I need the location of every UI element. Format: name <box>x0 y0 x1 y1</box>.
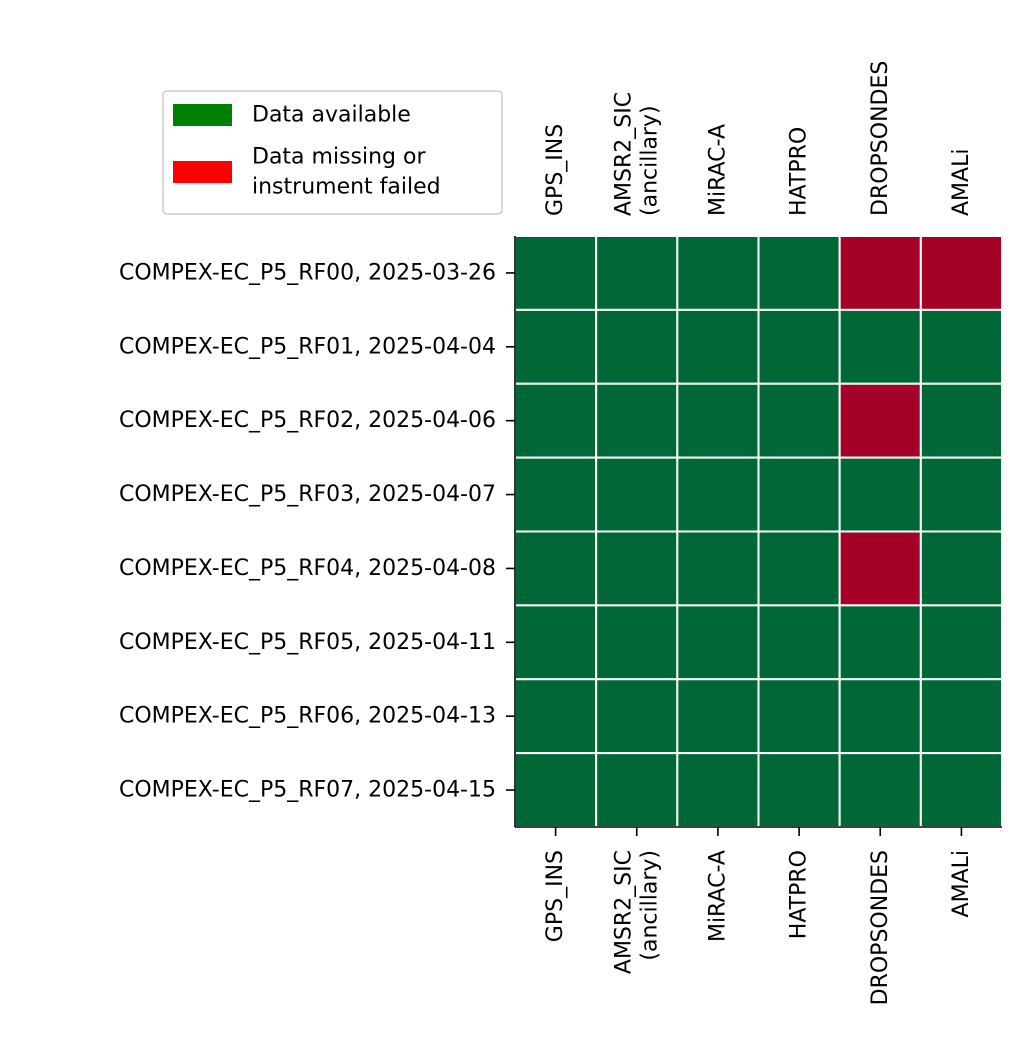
legend-swatch <box>173 104 232 126</box>
heatmap-cell <box>514 235 598 311</box>
column-label-top: AMSR2_SIC(ancillary) <box>611 92 662 216</box>
heatmap-cell <box>514 382 598 459</box>
heatmap-cell <box>514 678 598 755</box>
column-label-top: GPS_INS <box>543 124 568 216</box>
heatmap-cell <box>757 235 841 311</box>
row-label: COMPEX-EC_P5_RF01, 2025-04-04 <box>119 334 496 359</box>
column-label-bottom: AMALi <box>949 850 974 917</box>
heatmap-cell <box>514 752 598 828</box>
heatmap-cells <box>514 235 1003 828</box>
heatmap-cell <box>676 752 760 828</box>
legend: Data available Data missing or instrument … <box>162 90 503 215</box>
heatmap-cell <box>838 235 922 311</box>
heatmap-cell <box>676 604 760 681</box>
legend-swatch <box>173 161 232 183</box>
heatmap-cell <box>838 752 922 828</box>
row-label: COMPEX-EC_P5_RF05, 2025-04-11 <box>119 630 496 655</box>
heatmap-cell <box>676 382 760 459</box>
heatmap-cell <box>757 308 841 385</box>
heatmap-cell <box>838 308 922 385</box>
column-label-bottom: GPS_INS <box>543 850 568 942</box>
heatmap-cell <box>595 456 679 533</box>
column-label-bottom: MiRAC-A <box>705 850 730 942</box>
heatmap-cell <box>676 530 760 607</box>
column-label-top: DROPSONDES <box>868 61 893 216</box>
row-label: COMPEX-EC_P5_RF02, 2025-04-06 <box>119 408 496 433</box>
heatmap-cell <box>676 235 760 311</box>
heatmap-cell <box>919 678 1003 755</box>
heatmap-cell <box>919 530 1003 607</box>
heatmap-cell <box>919 308 1003 385</box>
heatmap-cell <box>757 604 841 681</box>
heatmap-cell <box>514 456 598 533</box>
heatmap-cell <box>595 752 679 828</box>
heatmap-cell <box>919 604 1003 681</box>
heatmap-cell <box>595 604 679 681</box>
column-labels-bottom: GPS_INS AMSR2_SIC(ancillary) MiRAC-A HATPRO… <box>543 850 974 1005</box>
heatmap-cell <box>595 678 679 755</box>
row-label: COMPEX-EC_P5_RF07, 2025-04-15 <box>119 778 496 803</box>
row-label: COMPEX-EC_P5_RF00, 2025-03-26 <box>119 260 496 285</box>
heatmap-cell <box>514 530 598 607</box>
column-label-bottom: DROPSONDES <box>868 850 893 1005</box>
heatmap-cell <box>595 530 679 607</box>
heatmap-cell <box>676 456 760 533</box>
heatmap-cell <box>919 235 1003 311</box>
heatmap-cell <box>757 530 841 607</box>
row-label: COMPEX-EC_P5_RF06, 2025-04-13 <box>119 704 496 729</box>
heatmap-cell <box>757 382 841 459</box>
heatmap-cell <box>595 235 679 311</box>
axes <box>506 236 1002 836</box>
column-labels-top: GPS_INS AMSR2_SIC(ancillary) MiRAC-A HATPRO… <box>543 61 974 216</box>
column-label-top: MiRAC-A <box>705 124 730 216</box>
heatmap-cell <box>838 530 922 607</box>
column-label-bottom: HATPRO <box>787 850 812 939</box>
column-label-top: HATPRO <box>787 127 812 216</box>
heatmap-cell <box>838 456 922 533</box>
heatmap-cell <box>919 382 1003 459</box>
heatmap-cell <box>757 752 841 828</box>
heatmap-cell <box>757 678 841 755</box>
heatmap-cell <box>838 678 922 755</box>
column-label-top: AMALi <box>949 149 974 216</box>
heatmap-cell <box>595 382 679 459</box>
legend-frame <box>162 90 503 215</box>
heatmap-cell <box>676 678 760 755</box>
heatmap-cell <box>838 604 922 681</box>
heatmap-cell <box>676 308 760 385</box>
heatmap-cell <box>919 752 1003 828</box>
row-label: COMPEX-EC_P5_RF04, 2025-04-08 <box>119 556 496 581</box>
legend-label: Data missing or instrument failed <box>252 145 441 200</box>
legend-label: Data available <box>252 103 411 128</box>
heatmap-cell <box>757 456 841 533</box>
heatmap-cell <box>514 604 598 681</box>
heatmap-cell <box>919 456 1003 533</box>
row-label: COMPEX-EC_P5_RF03, 2025-04-07 <box>119 482 496 507</box>
heatmap-cell <box>595 308 679 385</box>
heatmap-cell <box>514 308 598 385</box>
row-labels: COMPEX-EC_P5_RF00, 2025-03-26 COMPEX-EC_P… <box>119 260 496 802</box>
heatmap-cell <box>838 382 922 459</box>
column-label-bottom: AMSR2_SIC(ancillary) <box>611 850 662 974</box>
